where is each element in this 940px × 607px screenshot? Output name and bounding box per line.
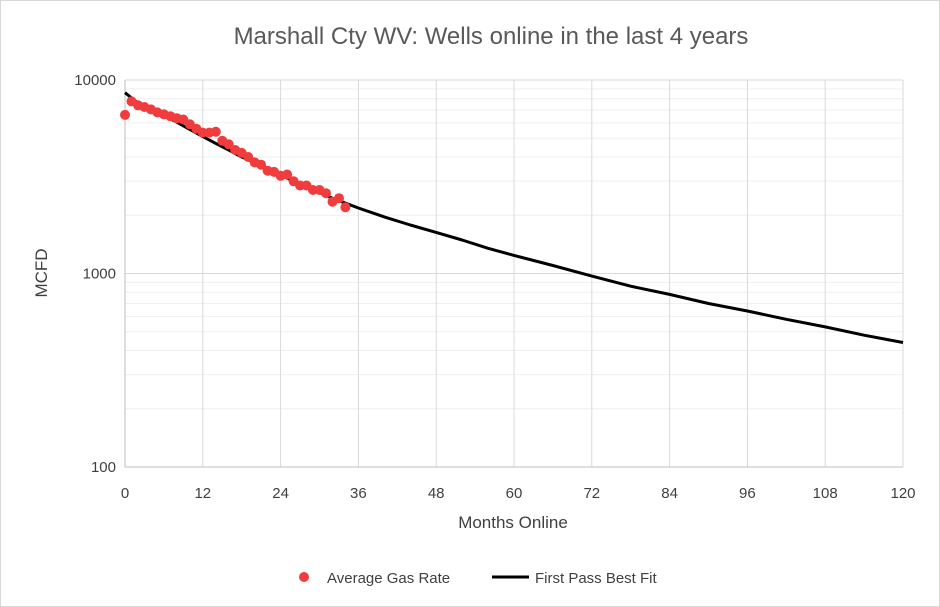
- x-tick-label: 72: [583, 485, 600, 502]
- y-tick-label: 1000: [83, 266, 116, 283]
- x-tick-label: 84: [661, 485, 678, 502]
- axes: [124, 80, 903, 468]
- x-axis-title: Months Online: [458, 513, 568, 532]
- x-tick-label: 48: [428, 485, 445, 502]
- data-point-average-gas-rate: [120, 109, 130, 120]
- chart-title: Marshall Cty WV: Wells online in the las…: [234, 23, 749, 50]
- x-tick-label: 108: [813, 485, 838, 502]
- series-layer: [120, 91, 904, 344]
- data-point-average-gas-rate: [256, 159, 267, 170]
- grid: [125, 79, 904, 468]
- data-point-average-gas-rate: [223, 139, 234, 150]
- y-axis-title: MCFD: [32, 248, 51, 297]
- legend-marker-average-gas-rate: [299, 572, 309, 582]
- x-tick-label: 0: [121, 485, 129, 502]
- data-point-average-gas-rate: [210, 126, 221, 137]
- x-tick-label: 24: [272, 485, 289, 502]
- tick-labels: 100 1000 10000 0 12 24 36 48 60 72 84 96 108 120: [74, 72, 915, 502]
- x-tick-label: 60: [506, 485, 523, 502]
- data-point-average-gas-rate: [334, 193, 344, 204]
- x-tick-label: 12: [194, 485, 211, 502]
- y-tick-label: 100: [91, 459, 116, 476]
- data-point-average-gas-rate: [282, 169, 293, 180]
- data-point-average-gas-rate: [340, 202, 351, 213]
- x-tick-label: 96: [739, 485, 756, 502]
- x-tick-label: 36: [350, 485, 367, 502]
- legend: Average Gas Rate First Pass Best Fit: [299, 570, 658, 587]
- y-tick-label: 10000: [74, 72, 116, 89]
- series-line-best-fit: [124, 91, 904, 344]
- legend-label-average-gas-rate: Average Gas Rate: [327, 570, 450, 587]
- legend-label-best-fit: First Pass Best Fit: [535, 570, 658, 587]
- data-point-average-gas-rate: [321, 188, 331, 199]
- x-tick-label: 120: [890, 485, 915, 502]
